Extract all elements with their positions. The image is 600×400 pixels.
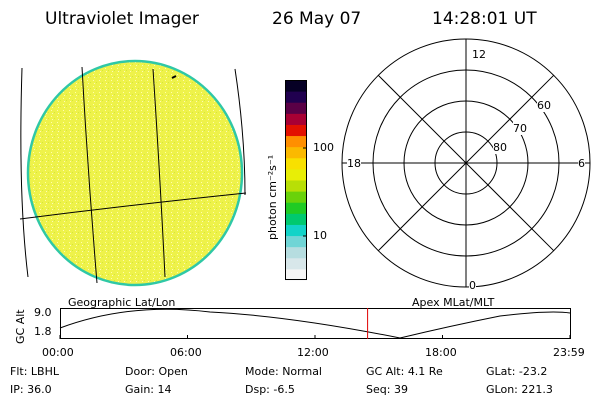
timeline-xtick-0: 00:00	[42, 346, 74, 359]
info-door: Door: Open	[125, 365, 188, 378]
info-glat: GLat: -23.2	[486, 365, 548, 378]
noise-mark	[171, 75, 177, 79]
timeline-ytick-9: 9.0	[34, 306, 52, 319]
info-flt: Flt: LBHL	[10, 365, 59, 378]
info-ip: IP: 36.0	[10, 383, 52, 396]
colorbar-segment	[285, 146, 307, 159]
timeline-right-caption: Apex MLat/MLT	[412, 296, 495, 309]
mlt-label-12: 12	[472, 48, 486, 61]
colorbar-segment	[285, 257, 307, 270]
limb-line-right	[234, 68, 246, 196]
colorbar-segment	[285, 124, 307, 137]
timeline-left-caption: Geographic Lat/Lon	[68, 296, 176, 309]
colorbar-segment	[285, 168, 307, 181]
info-gain: Gain: 14	[125, 383, 172, 396]
info-door-value: Open	[158, 365, 188, 378]
timeline-ylabel: GC Alt	[14, 309, 27, 344]
colorbar-tick-100: 100	[313, 141, 334, 154]
colorbar-segment	[285, 246, 307, 259]
uv-image-panel	[19, 59, 247, 287]
colorbar-border	[285, 80, 307, 280]
colorbar-segment	[285, 113, 307, 125]
timeline-xtick-3: 18:00	[425, 346, 457, 359]
earth-disc	[26, 59, 244, 287]
info-gc-alt: GC Alt: 4.1 Re	[366, 365, 443, 378]
longitude-line	[81, 66, 98, 284]
lat-label-80: 80	[493, 141, 507, 154]
info-gc-alt-value: 4.1 Re	[407, 365, 443, 378]
colorbar-segment	[285, 268, 307, 281]
polar-mlt-plot	[341, 38, 591, 288]
colorbar-segment	[285, 91, 307, 103]
timeline-xtick-2: 12:00	[297, 346, 329, 359]
timeline-ytick-1.8: 1.8	[34, 325, 52, 338]
colorbar-segment	[285, 235, 307, 248]
mlt-label-0: 0	[469, 279, 476, 292]
mlt-label-18: 18	[347, 157, 361, 170]
time-label: 14:28:01 UT	[432, 9, 537, 29]
colorbar	[285, 80, 307, 281]
info-mode: Mode: Normal	[245, 365, 322, 378]
colorbar-segment	[285, 135, 307, 148]
info-mode-value: Normal	[282, 365, 322, 378]
limb-line-left	[20, 67, 29, 278]
colorbar-unit-label: photon cm⁻²s⁻¹	[266, 154, 279, 240]
lat-label-60: 60	[537, 99, 551, 112]
timeline-xtick-1: 06:00	[170, 346, 202, 359]
date-label: 26 May 07	[272, 9, 362, 29]
longitude-line	[152, 68, 166, 278]
colorbar-segment	[285, 102, 307, 114]
info-glat-value: -23.2	[518, 365, 548, 378]
polar-axis-diag-2	[377, 74, 555, 252]
timeline-xtick-4: 23:59	[553, 346, 585, 359]
info-glon: GLon: 221.3	[486, 383, 553, 396]
info-seq-value: 39	[393, 383, 408, 396]
colorbar-segment	[285, 213, 307, 225]
latitude-line	[19, 192, 247, 220]
info-ip-value: 36.0	[27, 383, 52, 396]
info-dsp: Dsp: -6.5	[245, 383, 295, 396]
colorbar-segment	[285, 180, 307, 192]
altitude-curve	[59, 308, 571, 339]
info-seq: Seq: 39	[366, 383, 408, 396]
lat-label-70: 70	[513, 122, 527, 135]
colorbar-segment	[285, 191, 307, 203]
altitude-timeline	[59, 308, 571, 339]
colorbar-segment	[285, 157, 307, 170]
colorbar-segment	[285, 202, 307, 214]
info-dsp-value: -6.5	[273, 383, 295, 396]
app-title: Ultraviolet Imager	[45, 9, 199, 29]
info-glon-value: 221.3	[521, 383, 553, 396]
colorbar-segment	[285, 80, 307, 92]
mlt-label-6: 6	[578, 157, 585, 170]
colorbar-segment	[285, 224, 307, 237]
colorbar-tick-10: 10	[313, 229, 327, 242]
info-flt-value: LBHL	[30, 365, 59, 378]
info-gain-value: 14	[157, 383, 172, 396]
